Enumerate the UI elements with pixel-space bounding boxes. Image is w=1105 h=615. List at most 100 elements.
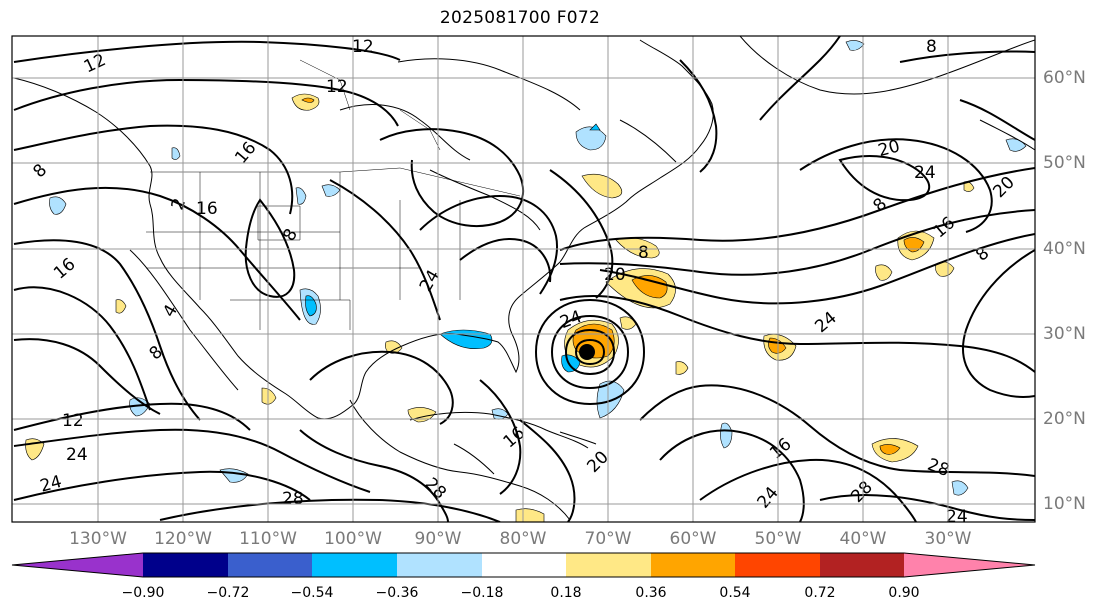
shade-negative: [219, 468, 249, 483]
colorbar-tick-label: 0.72: [804, 585, 836, 601]
colorbar-tick-label: −0.72: [206, 585, 250, 601]
contour-label: 24: [811, 308, 840, 337]
shade-negative: [720, 422, 733, 449]
shade-positive: [875, 264, 893, 281]
lat-label: 60°N: [1043, 68, 1086, 88]
lon-label: 130°W: [69, 529, 127, 549]
lon-label: 70°W: [584, 529, 632, 549]
shade-negative: [321, 184, 341, 197]
shade-positive: [261, 387, 277, 405]
contour-label: 28: [282, 489, 304, 509]
lat-label: 50°N: [1043, 153, 1086, 173]
contour-label: 8: [279, 225, 302, 244]
shade-positive: [675, 361, 689, 375]
contour-label: 24: [38, 472, 64, 497]
shade-positive: [291, 93, 320, 111]
contour-label: 20: [989, 173, 1018, 202]
colorbar-tick-label: −0.18: [460, 585, 504, 601]
shade-negative: [951, 480, 969, 496]
contour-label: 4: [159, 301, 182, 320]
shade-negative: [49, 196, 67, 215]
shade-positive: [581, 173, 623, 199]
colorbar-tick-label: −0.90: [121, 585, 165, 601]
contour-label: 16: [196, 199, 218, 219]
shade-negative: [1005, 138, 1027, 152]
contour-label: 2: [168, 196, 190, 213]
lon-label: 40°W: [839, 529, 887, 549]
contour-lines: [13, 36, 1035, 522]
colorbar-tick-label: 0.90: [888, 585, 920, 601]
contour-label: 12: [326, 77, 348, 97]
contour-label-group: 12 12 12 12 8 8 8 8 8 8 16 16 16 16 16 1…: [29, 37, 1018, 527]
lon-label: 60°W: [669, 529, 717, 549]
contour-label: 28: [847, 477, 876, 506]
colorbar-segment: [312, 553, 397, 577]
lon-label: 50°W: [754, 529, 802, 549]
contour-label: 28: [421, 474, 450, 503]
lat-label: 40°N: [1043, 239, 1086, 259]
lon-label: 80°W: [499, 529, 547, 549]
colorbar-tick-label: 0.54: [719, 585, 751, 601]
contour-label: 8: [972, 243, 993, 265]
colorbar-tick-label: 0.18: [550, 585, 582, 601]
colorbar-tick-label: −0.36: [375, 585, 419, 601]
colorbar-tick-label: 0.36: [635, 585, 667, 601]
colorbar-segment: [228, 553, 312, 577]
contour-label: 8: [926, 37, 937, 57]
colorbar-segment: [735, 553, 820, 577]
shade-positive: [515, 508, 545, 522]
colorbar-segment: [12, 553, 143, 577]
state-borders: [146, 59, 521, 330]
shade-negative: [305, 295, 317, 317]
contour-label: 24: [416, 267, 444, 296]
colorbar-segment: [482, 553, 566, 577]
map-title: 2025081700 F072: [439, 8, 601, 28]
map-frame: [11, 35, 1036, 523]
contour-label: 12: [81, 50, 109, 77]
shade-positive: [879, 444, 901, 455]
colorbar-segment: [820, 553, 904, 577]
contour-label: 24: [914, 163, 936, 183]
contour-label: 20: [604, 265, 626, 285]
shade-negative: [129, 397, 151, 417]
shade-positive: [631, 275, 668, 299]
contour-label: 8: [146, 342, 167, 364]
contour-label: 16: [50, 254, 79, 283]
graticule: [12, 36, 1035, 522]
lon-label: 90°W: [414, 529, 462, 549]
shade-positive: [115, 299, 127, 314]
lat-label: 10°N: [1043, 494, 1086, 514]
colorbar-segment: [651, 553, 735, 577]
colorbar-segment: [397, 553, 482, 577]
lat-label: 20°N: [1043, 409, 1086, 429]
contour-label: 16: [766, 434, 795, 463]
colorbar-segment: [904, 553, 1035, 577]
contour-label: 8: [638, 243, 649, 263]
contour-label: 16: [500, 423, 529, 452]
map-plot-area: 12 12 12 12 8 8 8 8 8 8 16 16 16 16 16 1…: [12, 36, 1035, 527]
contour-label: 24: [946, 507, 968, 527]
colorbar-tick-label: −0.54: [290, 585, 334, 601]
lat-label: 30°N: [1043, 324, 1086, 344]
colorbar-outline: [11, 552, 1036, 578]
shade-negative: [439, 329, 493, 349]
lon-label: 100°W: [324, 529, 382, 549]
shade-negative: [589, 123, 601, 131]
shade-negative: [295, 187, 307, 205]
colorbar-segment: [566, 553, 651, 577]
colorbar: [11, 552, 1036, 578]
shade-negative: [171, 147, 181, 160]
storm-center-marker: [579, 344, 595, 360]
lon-label: 120°W: [154, 529, 212, 549]
shaded-regions: [25, 40, 1027, 522]
shade-negative: [575, 126, 607, 151]
shade-positive: [301, 97, 315, 103]
contour-label: 12: [352, 37, 374, 57]
lon-label: 110°W: [239, 529, 297, 549]
shade-negative: [845, 40, 865, 51]
contour-label: 24: [66, 445, 88, 465]
colorbar-segment: [143, 553, 228, 577]
contour-label: 12: [62, 411, 84, 431]
lon-label: 30°W: [924, 529, 972, 549]
